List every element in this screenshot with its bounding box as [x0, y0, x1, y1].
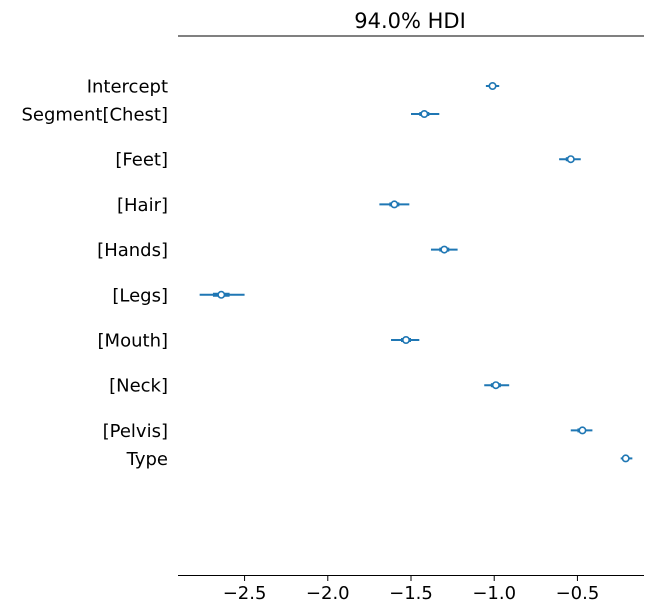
forest-row-segment-mouth: [Mouth] — [98, 331, 420, 352]
mean-point — [217, 290, 226, 299]
forest-row-segment-neck: [Neck] — [109, 376, 510, 397]
y-tick-label: [Legs] — [112, 285, 168, 306]
chart-title: 94.0% HDI — [354, 9, 466, 33]
y-tick-label: Segment[Chest] — [21, 105, 168, 126]
forest-row-segment-hands: [Hands] — [97, 240, 458, 261]
forest-row-segment-pelvis: [Pelvis] — [103, 421, 593, 442]
mean-point — [566, 155, 575, 164]
mean-point — [491, 381, 500, 390]
forest-row-segment-hair: [Hair] — [117, 195, 410, 216]
x-tick-label: −2.5 — [223, 583, 267, 604]
y-tick-label: [Mouth] — [98, 331, 168, 352]
forest-rows: Intercept Segment[Chest] [Feet] [Hair] [Hand… — [21, 77, 633, 470]
mean-point — [621, 454, 630, 463]
mean-point — [420, 110, 429, 119]
forest-row-segment-feet: [Feet] — [115, 150, 581, 171]
y-tick-label: [Pelvis] — [103, 421, 168, 442]
y-tick-label: [Neck] — [109, 376, 168, 397]
y-tick-label: Type — [126, 449, 168, 470]
forest-row-intercept-intercept: Intercept — [87, 77, 500, 98]
mean-point — [402, 335, 411, 344]
x-tick-label: −0.5 — [556, 583, 600, 604]
forest-row-segment-segmentchest: Segment[Chest] — [21, 105, 440, 126]
y-tick-label: [Hands] — [97, 240, 168, 261]
forest-row-type-type: Type — [126, 449, 633, 470]
x-axis-ticks: −2.5 −2.0 −1.5 −1.0 −0.5 — [223, 575, 600, 604]
mean-point — [488, 82, 497, 91]
forest-row-segment-legs: [Legs] — [112, 285, 245, 306]
x-tick-label: −2.0 — [306, 583, 350, 604]
y-tick-label: [Feet] — [115, 150, 168, 171]
x-tick-label: −1.0 — [472, 583, 516, 604]
mean-point — [390, 200, 399, 209]
y-tick-label: Intercept — [87, 77, 168, 98]
x-tick-label: −1.5 — [389, 583, 433, 604]
mean-point — [578, 426, 587, 435]
mean-point — [440, 245, 449, 254]
y-tick-label: [Hair] — [117, 195, 168, 216]
